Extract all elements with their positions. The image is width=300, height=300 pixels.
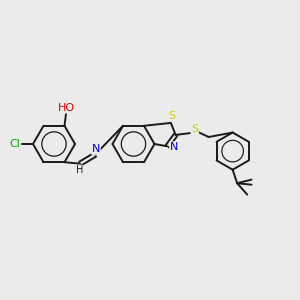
Text: S: S <box>191 124 198 134</box>
Text: N: N <box>170 142 178 152</box>
Text: H: H <box>76 165 83 175</box>
Text: Cl: Cl <box>9 139 20 149</box>
Text: N: N <box>92 144 100 154</box>
Text: HO: HO <box>57 103 75 113</box>
Text: S: S <box>168 111 175 121</box>
